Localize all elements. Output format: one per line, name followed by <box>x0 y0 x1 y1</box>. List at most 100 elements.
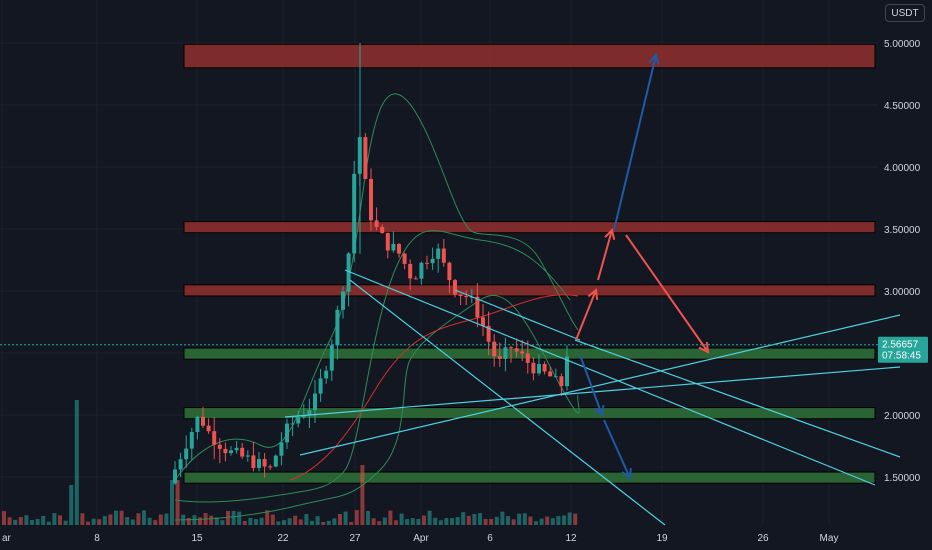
volume-bar <box>410 518 415 525</box>
volume-bar <box>556 516 561 525</box>
time-tick-label: May <box>820 533 839 544</box>
volume-bar <box>382 517 387 525</box>
volume-bar <box>304 514 309 525</box>
volume-bar <box>58 515 62 525</box>
candle-body <box>223 448 228 454</box>
currency-button[interactable]: USDT <box>885 4 925 22</box>
candle-body <box>369 178 373 221</box>
candle-body <box>514 348 519 352</box>
volume-bar <box>130 519 135 525</box>
bollinger-bands <box>174 93 580 521</box>
price-tick-label: 3.00000 <box>884 287 921 298</box>
volume-bar <box>371 518 376 525</box>
projection-arrows[interactable] <box>575 52 710 480</box>
volume-bar <box>164 513 169 525</box>
candle-body <box>397 243 401 254</box>
candle-body <box>413 278 418 280</box>
projection-arrow <box>575 289 597 341</box>
volume-bars <box>2 400 578 525</box>
arrow-head <box>698 341 710 354</box>
volume-bar <box>528 516 533 525</box>
price-tick-label: 1.50000 <box>884 473 921 484</box>
candle-body <box>229 450 233 454</box>
volume-bar <box>511 519 516 525</box>
volume-bar <box>545 516 550 525</box>
candle-body <box>245 455 250 457</box>
arrow-head <box>648 52 660 65</box>
candle-body <box>542 363 547 372</box>
candle-body <box>486 325 491 342</box>
candle-body <box>301 415 306 418</box>
volume-bar <box>360 465 365 525</box>
support-zone <box>183 471 876 484</box>
volume-bar <box>534 521 538 525</box>
trendlines[interactable] <box>284 269 901 526</box>
candle-body <box>296 417 301 424</box>
candle-body <box>212 431 217 445</box>
trendline <box>344 269 876 486</box>
candle-body <box>464 296 469 298</box>
volume-bar <box>405 519 410 525</box>
volume-bar <box>354 510 359 525</box>
volume-bar <box>455 517 460 525</box>
trendline <box>574 339 901 458</box>
candle-body <box>385 233 390 251</box>
candle-body <box>234 447 239 451</box>
candle-body <box>553 376 558 378</box>
candle-body <box>318 378 323 394</box>
candle-body <box>436 248 441 259</box>
candle-body <box>189 432 194 449</box>
volume-bar <box>338 513 342 525</box>
candle-body <box>548 371 553 377</box>
arrow-head <box>587 288 599 301</box>
last-price-value: 2.56657 <box>882 340 919 351</box>
volume-bar <box>321 521 326 525</box>
price-tick-label: 4.00000 <box>884 163 921 174</box>
candle-body <box>391 243 396 251</box>
volume-bar <box>276 521 281 525</box>
volume-bar <box>494 516 499 525</box>
candle-body <box>329 345 334 371</box>
volume-bar <box>136 513 141 525</box>
volume-bar <box>539 518 544 525</box>
projection-arrow <box>603 419 631 479</box>
projection-arrow <box>613 54 657 231</box>
volume-bar <box>349 521 354 525</box>
volume-bar <box>237 511 242 525</box>
candle-body <box>537 363 541 374</box>
price-axis[interactable]: 5.00000 4.50000 4.00000 3.50000 3.00000 2.000… <box>884 39 921 484</box>
volume-bar <box>69 485 74 525</box>
volume-bar <box>254 519 258 525</box>
volume-bar <box>466 515 471 525</box>
volume-bar <box>287 518 292 525</box>
projection-arrow <box>625 234 709 353</box>
time-axis[interactable]: ar 8 15 22 27 Apr 6 12 19 26 May <box>2 533 838 544</box>
volume-bar <box>573 513 578 525</box>
volume-bar <box>18 516 23 525</box>
candle-body <box>285 423 289 443</box>
candle-body <box>531 362 536 374</box>
volume-bar <box>63 520 68 525</box>
candle-body <box>475 296 480 318</box>
bollinger-middle <box>174 230 571 503</box>
candle-body <box>492 341 497 357</box>
volume-bar <box>35 518 40 525</box>
volume-bar <box>114 510 118 525</box>
candle-body <box>273 455 278 467</box>
volume-bar <box>433 517 438 525</box>
candle-body <box>201 416 205 426</box>
volume-bar <box>438 520 443 525</box>
volume-bar <box>450 518 454 525</box>
volume-bar <box>506 516 510 525</box>
last-price-label: 2.56657 07:58:45 <box>878 336 928 363</box>
candle-body <box>195 416 200 433</box>
volume-bar <box>259 517 264 525</box>
price-tick-label: 5.00000 <box>884 39 921 50</box>
bollinger-upper <box>174 93 579 481</box>
volume-bar <box>394 520 398 525</box>
volume-bar <box>74 400 79 525</box>
volume-bar <box>24 515 29 525</box>
time-tick-label: 22 <box>277 533 289 544</box>
candle-body <box>324 370 329 379</box>
